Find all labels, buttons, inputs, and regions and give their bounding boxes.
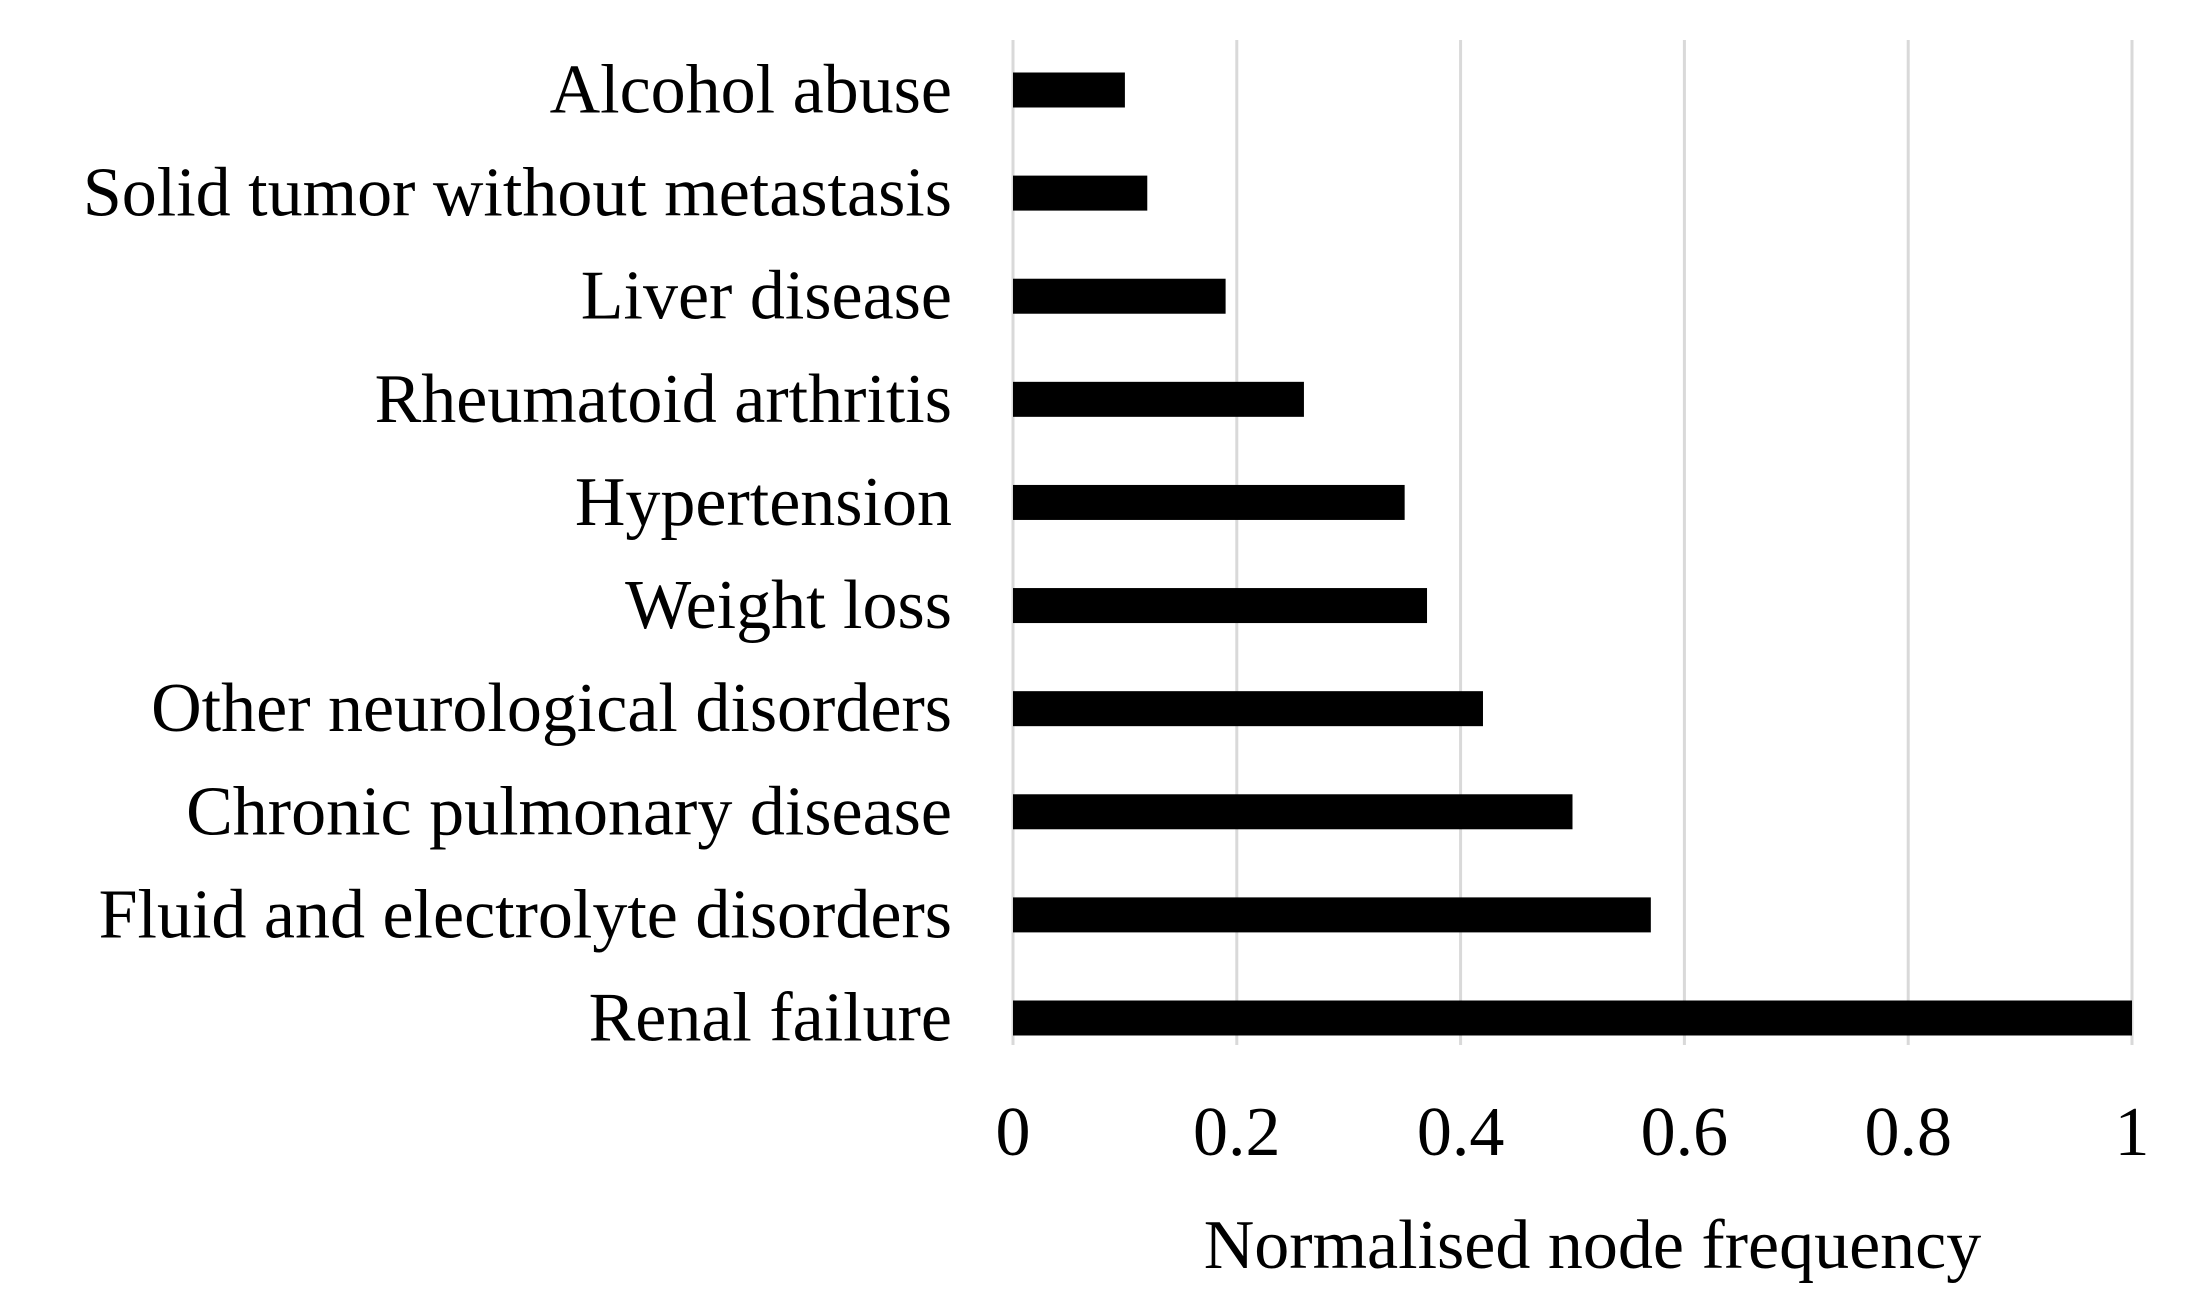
category-label: Other neurological disorders [151,670,952,747]
x-tick-label: 1 [2115,1094,2150,1171]
bar [1013,278,1226,314]
bar [1013,381,1304,417]
x-tick-label: 0.6 [1641,1094,1729,1171]
bars [1013,72,2132,1036]
category-label: Fluid and electrolyte disorders [99,876,952,953]
bar [1013,484,1405,520]
category-label: Chronic pulmonary disease [186,773,952,850]
x-tick-label: 0 [996,1094,1031,1171]
category-label: Rheumatoid arthritis [375,361,952,438]
x-axis-title: Normalised node frequency [1204,1207,1982,1284]
x-tick-labels: 0 0.2 0.4 0.6 0.8 1 [996,1094,2150,1171]
category-label: Hypertension [575,464,952,541]
x-tick-label: 0.2 [1193,1094,1281,1171]
category-label: Weight loss [625,567,952,644]
bar [1013,897,1651,933]
bar [1013,72,1125,108]
bar [1013,175,1148,211]
x-tick-label: 0.8 [1864,1094,1952,1171]
bar [1013,691,1483,727]
bar [1013,588,1428,624]
category-label: Liver disease [581,258,952,335]
gridlines [1011,40,2134,1045]
category-label: Renal failure [589,980,952,1057]
category-labels: Alcohol abuse Solid tumor without metasta… [83,52,952,1057]
category-label: Alcohol abuse [550,52,952,129]
bar [1013,1000,2132,1036]
bar [1013,794,1573,830]
x-tick-label: 0.4 [1417,1094,1505,1171]
category-label: Solid tumor without metastasis [83,155,952,232]
